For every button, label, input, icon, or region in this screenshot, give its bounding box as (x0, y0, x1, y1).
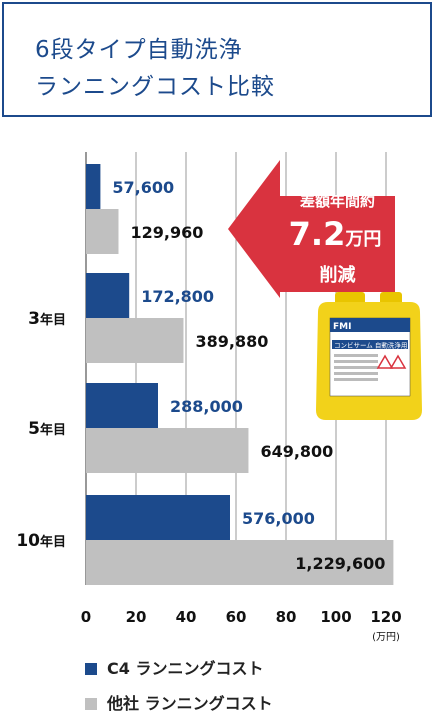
callout-arrow-shape (228, 160, 395, 298)
x-tick-label: 120 (370, 608, 401, 626)
category-label: 10年目 (16, 531, 66, 551)
product-bottle-icon: FMI コンビサーム 自動洗浄用 (316, 292, 422, 420)
x-tick-label: 0 (81, 608, 91, 626)
value-label-c4: 57,600 (112, 178, 174, 197)
value-label-other: 129,960 (130, 223, 203, 242)
legend-label-other: 他社 ランニングコスト (107, 694, 273, 713)
bar-c4 (86, 495, 230, 540)
bar-c4 (86, 383, 158, 428)
callout-line-3: 削減 (319, 265, 356, 286)
x-unit-label: (万円) (372, 632, 400, 643)
x-tick-label: 20 (126, 608, 147, 626)
value-labels: 57,600 129,960 172,800 389,880 288,000 649,80… (112, 178, 385, 573)
value-label-other: 389,880 (195, 332, 268, 351)
callout-amount-unit: 万円 (345, 229, 382, 250)
x-tick-label: 40 (176, 608, 197, 626)
bar-c4 (86, 164, 101, 209)
x-tick-label: 60 (226, 608, 247, 626)
category-label: 5年目 (28, 419, 66, 439)
product-brand: FMI (333, 322, 351, 332)
legend-swatch-c4 (85, 663, 97, 675)
x-tick-labels: 0 20 40 60 80 100 120 (万円) (81, 608, 402, 643)
title-line-1: 6段タイプ自動洗浄 (35, 37, 243, 63)
callout-line-1: 差額年間約 (299, 192, 375, 210)
callout-amount-value: 7.2 (288, 215, 346, 253)
legend-item-other: 他社 ランニングコスト (85, 690, 273, 714)
x-tick-label: 100 (320, 608, 351, 626)
bar-c4 (86, 273, 130, 318)
callout-amount: 7.2万円 (270, 215, 400, 253)
bar-other (86, 209, 119, 254)
bar-other (86, 428, 249, 473)
legend-item-c4: C4 ランニングコスト (85, 655, 263, 679)
value-label-other: 1,229,600 (295, 554, 385, 573)
legend-swatch-other (85, 698, 97, 710)
value-label-c4: 288,000 (170, 397, 243, 416)
category-labels: 3年目 5年目 10年目 (16, 309, 66, 551)
x-tick-label: 80 (276, 608, 297, 626)
title-line-2: ランニングコスト比較 (35, 74, 275, 100)
bar-other (86, 318, 184, 363)
bar-other (86, 540, 394, 585)
value-label-c4: 576,000 (242, 509, 315, 528)
value-label-other: 649,800 (260, 442, 333, 461)
value-label-c4: 172,800 (141, 287, 214, 306)
legend-label-c4: C4 ランニングコスト (107, 659, 264, 678)
product-label: コンビサーム 自動洗浄用 (334, 341, 407, 350)
bars (86, 164, 394, 585)
title-box: 6段タイプ自動洗浄 ランニングコスト比較 (2, 2, 432, 117)
callout-arrow (228, 160, 395, 298)
category-label: 3年目 (28, 309, 66, 329)
